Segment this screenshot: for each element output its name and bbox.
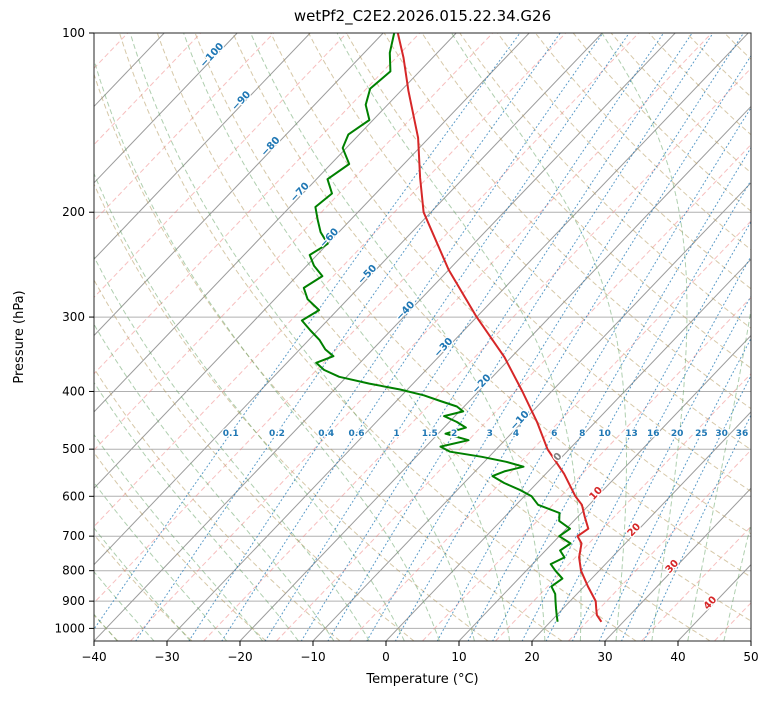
svg-text:25: 25 bbox=[695, 429, 708, 439]
svg-text:10: 10 bbox=[451, 650, 466, 664]
svg-text:10: 10 bbox=[598, 429, 611, 439]
svg-text:4: 4 bbox=[513, 429, 519, 439]
svg-text:16: 16 bbox=[647, 429, 660, 439]
svg-text:8: 8 bbox=[579, 429, 585, 439]
svg-text:−100: −100 bbox=[198, 41, 226, 70]
svg-text:36: 36 bbox=[736, 429, 749, 439]
svg-text:200: 200 bbox=[62, 205, 85, 219]
svg-text:13: 13 bbox=[625, 429, 638, 439]
svg-text:0.6: 0.6 bbox=[349, 429, 365, 439]
pressure-gridlines bbox=[94, 33, 751, 629]
plot-lines: −100−90−80−70−60−50−40−30−20−10010203040… bbox=[94, 33, 751, 641]
svg-text:1000: 1000 bbox=[54, 621, 85, 635]
major-isotherms bbox=[94, 33, 751, 641]
svg-text:−10: −10 bbox=[300, 650, 325, 664]
svg-text:40: 40 bbox=[670, 650, 685, 664]
svg-text:0: 0 bbox=[552, 451, 565, 464]
dewpoint-curve bbox=[300, 33, 572, 622]
svg-text:6: 6 bbox=[551, 429, 557, 439]
svg-text:600: 600 bbox=[62, 489, 85, 503]
svg-text:1: 1 bbox=[393, 429, 399, 439]
svg-text:−20: −20 bbox=[227, 650, 252, 664]
chart-title: wetPf2_C2E2.2026.015.22.34.G26 bbox=[293, 7, 552, 25]
dry-adiabats bbox=[94, 33, 751, 641]
moist-adiabats bbox=[94, 33, 751, 641]
mixing-ratio-lines bbox=[94, 33, 751, 641]
svg-text:−30: −30 bbox=[154, 650, 179, 664]
svg-text:300: 300 bbox=[62, 310, 85, 324]
svg-text:0.2: 0.2 bbox=[269, 429, 285, 439]
svg-text:1.5: 1.5 bbox=[422, 429, 438, 439]
svg-text:30: 30 bbox=[597, 650, 612, 664]
temperature-curve bbox=[396, 33, 603, 623]
svg-text:100: 100 bbox=[62, 26, 85, 40]
svg-text:900: 900 bbox=[62, 594, 85, 608]
svg-text:700: 700 bbox=[62, 529, 85, 543]
svg-text:−90: −90 bbox=[230, 89, 253, 113]
svg-text:20: 20 bbox=[524, 650, 539, 664]
svg-text:400: 400 bbox=[62, 384, 85, 398]
svg-text:−40: −40 bbox=[81, 650, 106, 664]
svg-text:−40: −40 bbox=[394, 299, 417, 323]
svg-text:20: 20 bbox=[671, 429, 684, 439]
svg-text:0: 0 bbox=[382, 650, 390, 664]
svg-text:0.4: 0.4 bbox=[318, 429, 334, 439]
svg-text:2: 2 bbox=[451, 429, 457, 439]
minor-isotherms bbox=[94, 33, 751, 641]
svg-text:30: 30 bbox=[664, 558, 682, 576]
plot-border bbox=[93, 32, 752, 642]
svg-text:50: 50 bbox=[743, 650, 758, 664]
svg-text:0.1: 0.1 bbox=[223, 429, 239, 439]
svg-text:30: 30 bbox=[715, 429, 728, 439]
svg-text:40: 40 bbox=[702, 594, 720, 612]
svg-text:−60: −60 bbox=[318, 226, 341, 250]
y-axis-label: Pressure (hPa) bbox=[12, 290, 27, 384]
svg-text:−50: −50 bbox=[356, 263, 379, 287]
svg-text:−80: −80 bbox=[259, 135, 282, 159]
x-axis-label: Temperature (°C) bbox=[366, 672, 479, 687]
mixing-ratio-labels: 0.1 0.2 0.4 0.6 1 1.5 2 3 4 6 8 10 13 16 20 25 30 36 bbox=[222, 428, 750, 441]
svg-text:3: 3 bbox=[487, 429, 493, 439]
svg-text:800: 800 bbox=[62, 564, 85, 578]
svg-text:500: 500 bbox=[62, 442, 85, 456]
svg-text:−70: −70 bbox=[289, 181, 312, 205]
